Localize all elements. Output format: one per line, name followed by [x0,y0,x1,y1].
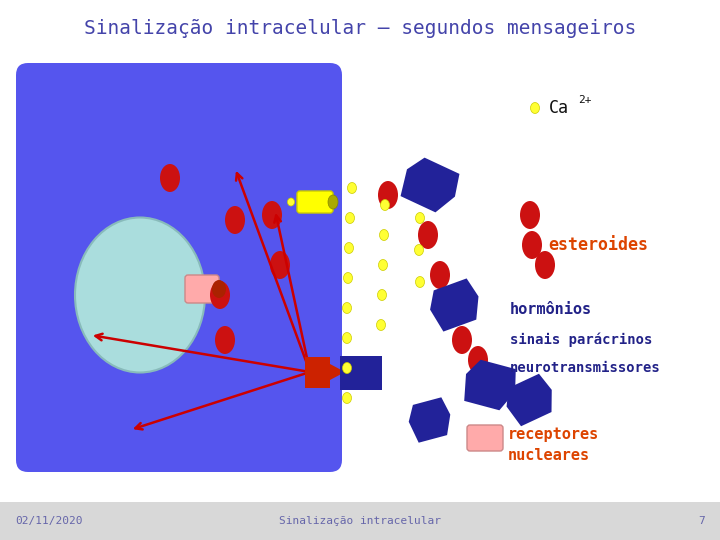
Ellipse shape [380,199,390,211]
Ellipse shape [522,231,542,259]
Ellipse shape [343,393,351,403]
Ellipse shape [418,221,438,249]
Ellipse shape [328,195,338,209]
FancyBboxPatch shape [467,425,503,451]
Ellipse shape [343,333,351,343]
Ellipse shape [262,201,282,229]
Ellipse shape [343,273,353,284]
Text: 2+: 2+ [578,95,592,105]
FancyBboxPatch shape [16,63,342,472]
Ellipse shape [343,362,351,374]
Ellipse shape [430,261,450,289]
Polygon shape [430,279,479,332]
Ellipse shape [378,181,398,209]
Polygon shape [409,397,450,443]
Ellipse shape [210,281,230,309]
Text: Sinalização intracelular: Sinalização intracelular [279,516,441,526]
Ellipse shape [225,206,245,234]
Ellipse shape [287,198,294,206]
Text: Sinalização intracelular – segundos mensageiros: Sinalização intracelular – segundos mens… [84,18,636,37]
Polygon shape [464,360,516,410]
Ellipse shape [348,183,356,193]
Ellipse shape [468,346,488,374]
Ellipse shape [535,251,555,279]
Ellipse shape [212,280,226,298]
Bar [0,502,720,540]
Text: Ca: Ca [549,99,569,117]
Ellipse shape [450,296,470,324]
Ellipse shape [75,218,205,373]
Text: 02/11/2020: 02/11/2020 [15,516,83,526]
Ellipse shape [215,326,235,354]
Ellipse shape [531,103,539,113]
Text: sinais parácrinos: sinais parácrinos [510,333,652,347]
Bar [340,356,382,390]
Ellipse shape [343,302,351,314]
FancyBboxPatch shape [185,275,219,303]
FancyBboxPatch shape [297,191,333,213]
Ellipse shape [346,213,354,224]
Ellipse shape [415,276,425,287]
Polygon shape [305,357,345,388]
Text: hormônios: hormônios [510,302,592,318]
Text: receptores: receptores [508,428,599,442]
Ellipse shape [377,320,385,330]
Polygon shape [400,158,459,212]
Ellipse shape [379,260,387,271]
Text: nucleares: nucleares [508,448,590,462]
Ellipse shape [377,289,387,300]
Text: esteroides: esteroides [548,236,648,254]
Ellipse shape [270,251,290,279]
Ellipse shape [452,326,472,354]
Polygon shape [507,374,552,426]
Ellipse shape [415,213,425,224]
Ellipse shape [344,242,354,253]
Text: 7: 7 [698,516,705,526]
Ellipse shape [379,230,389,240]
Ellipse shape [160,164,180,192]
Text: neurotransmissores: neurotransmissores [510,361,661,375]
Ellipse shape [415,245,423,255]
Ellipse shape [520,201,540,229]
